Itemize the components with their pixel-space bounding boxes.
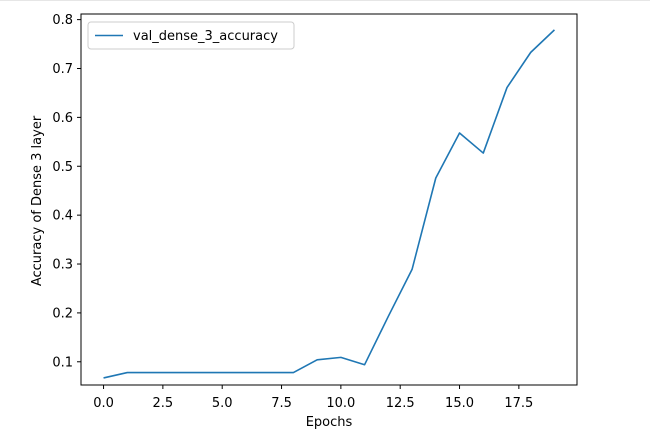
y-tick-label: 0.5 <box>52 160 73 175</box>
x-tick-label: 5.0 <box>212 396 233 411</box>
x-axis-ticks: 0.0 2.5 5.0 7.5 10.0 12.5 15.0 17.5 <box>93 385 533 411</box>
y-tick-label: 0.2 <box>52 306 73 321</box>
x-tick-label: 0.0 <box>93 396 114 411</box>
x-tick-label: 15.0 <box>445 396 474 411</box>
y-axis-label: Accuracy of Dense 3 layer <box>30 115 45 286</box>
legend: val_dense_3_accuracy <box>87 21 295 50</box>
x-tick-label: 17.5 <box>504 396 533 411</box>
x-tick-label: 7.5 <box>271 396 292 411</box>
x-tick-label: 2.5 <box>153 396 174 411</box>
y-tick-label: 0.8 <box>52 13 73 28</box>
y-axis-ticks: 0.1 0.2 0.3 0.4 0.5 0.6 0.7 0.8 <box>52 13 81 370</box>
y-tick-label: 0.3 <box>52 258 73 273</box>
x-tick-label: 10.0 <box>326 396 355 411</box>
plot-area-frame <box>80 13 578 386</box>
legend-frame <box>87 21 295 50</box>
y-tick-label: 0.7 <box>52 62 73 77</box>
x-tick-label: 12.5 <box>386 396 415 411</box>
x-axis-label: Epochs <box>306 415 353 430</box>
top-divider <box>0 0 650 1</box>
y-tick-label: 0.4 <box>52 209 73 224</box>
y-tick-label: 0.1 <box>52 355 73 370</box>
legend-label: val_dense_3_accuracy <box>133 29 278 44</box>
series-line-val-dense-3-accuracy <box>103 29 556 379</box>
y-tick-label: 0.6 <box>52 111 73 126</box>
